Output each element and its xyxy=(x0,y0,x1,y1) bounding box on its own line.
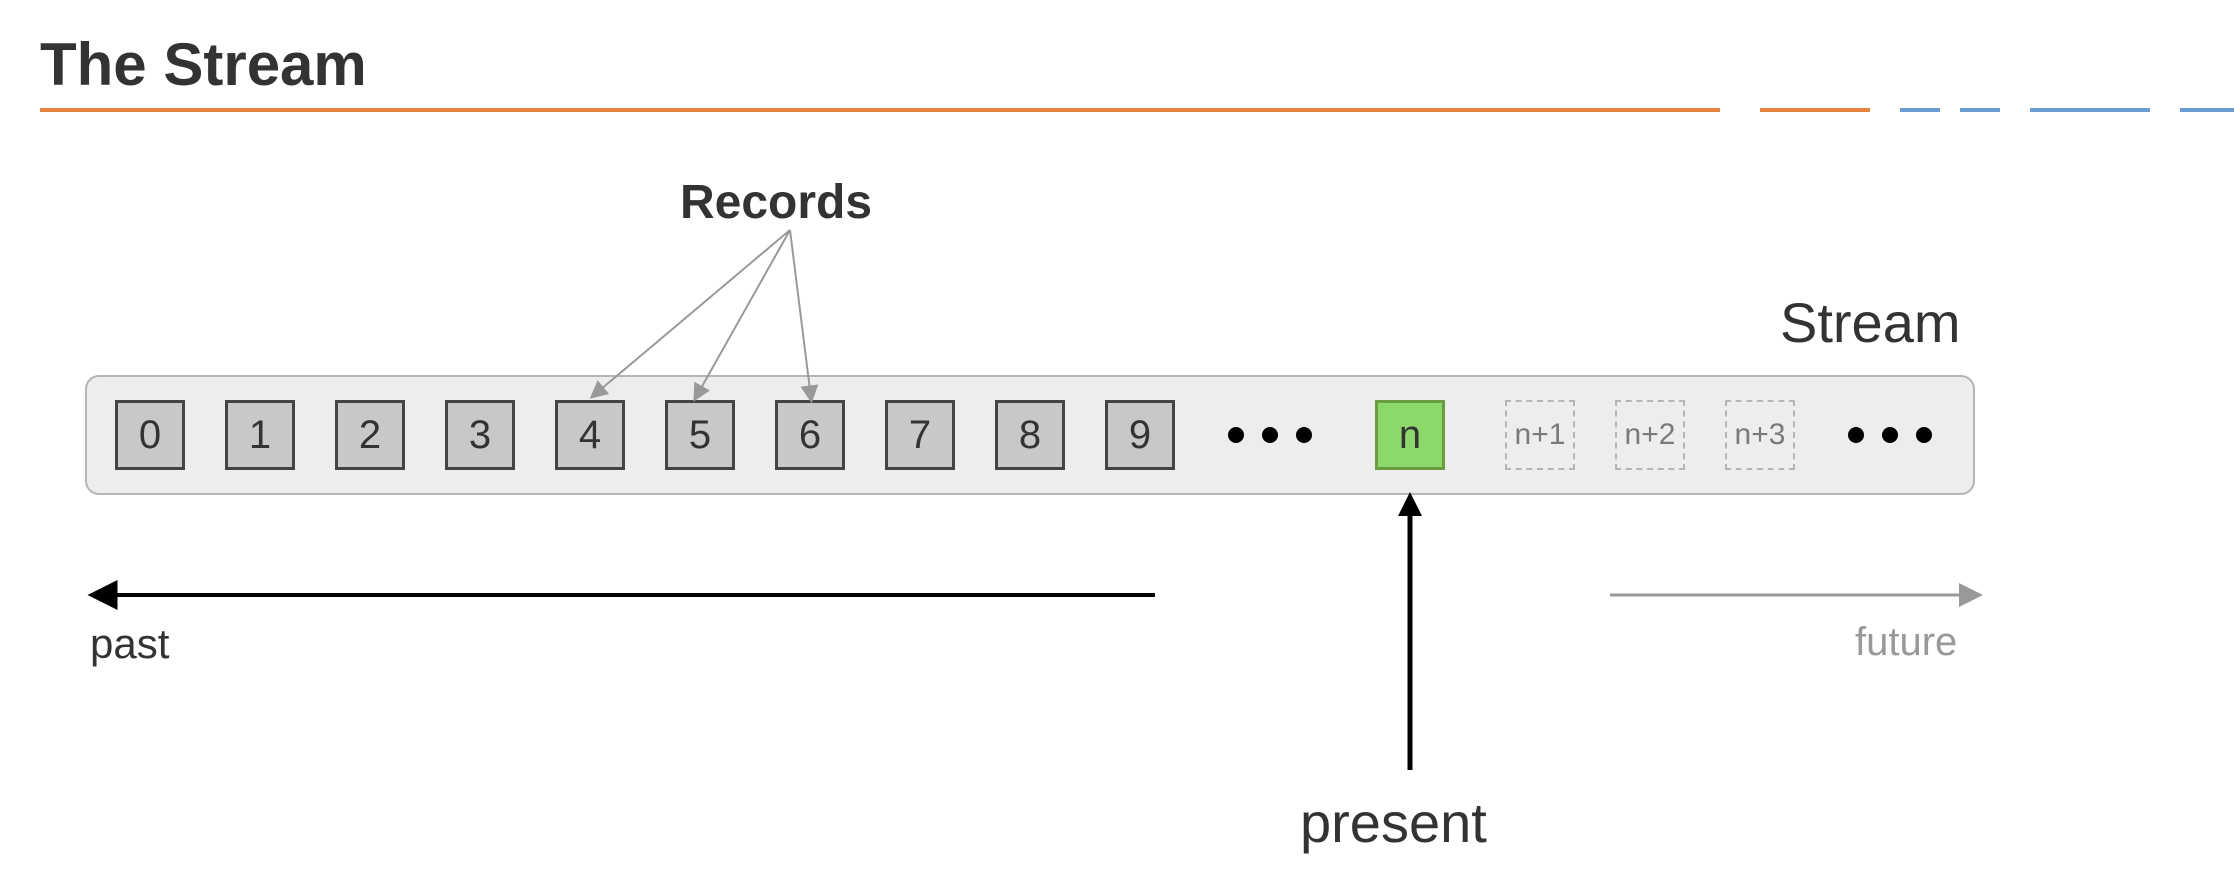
present-label: present xyxy=(1300,790,1487,855)
record-box-label: n+1 xyxy=(1515,418,1566,452)
title-rule-segment xyxy=(2030,108,2150,112)
past-label: past xyxy=(90,620,169,668)
record-box-present: n xyxy=(1375,400,1445,470)
record-box-label: 7 xyxy=(909,413,931,458)
record-box-past: 1 xyxy=(225,400,295,470)
record-box-past: 3 xyxy=(445,400,515,470)
ellipsis-dot xyxy=(1882,427,1898,443)
ellipsis-dot xyxy=(1848,427,1864,443)
stream-label: Stream xyxy=(1780,290,1961,355)
record-box-label: 9 xyxy=(1129,413,1151,458)
record-box-past: 0 xyxy=(115,400,185,470)
record-box-past: 7 xyxy=(885,400,955,470)
record-box-past: 4 xyxy=(555,400,625,470)
record-box-label: 1 xyxy=(249,413,271,458)
record-box-past: 6 xyxy=(775,400,845,470)
ellipsis-dot xyxy=(1228,427,1244,443)
title-rule-segment xyxy=(2180,108,2234,112)
record-box-label: 5 xyxy=(689,413,711,458)
record-box-past: 8 xyxy=(995,400,1065,470)
record-box-label: 6 xyxy=(799,413,821,458)
record-box-label: 8 xyxy=(1019,413,1041,458)
record-box-past: 9 xyxy=(1105,400,1175,470)
title-rule-segment xyxy=(1960,108,2000,112)
ellipsis-dot xyxy=(1262,427,1278,443)
record-box-label: 3 xyxy=(469,413,491,458)
records-pointer-arrow xyxy=(700,230,790,390)
title-rule-segment xyxy=(1900,108,1940,112)
slide-title: The Stream xyxy=(40,30,367,99)
records-pointer-arrow xyxy=(600,230,790,390)
record-box-future: n+2 xyxy=(1615,400,1685,470)
record-box-past: 5 xyxy=(665,400,735,470)
record-box-label: n+3 xyxy=(1735,418,1786,452)
record-box-future: n+1 xyxy=(1505,400,1575,470)
ellipsis-dot xyxy=(1916,427,1932,443)
record-box-future: n+3 xyxy=(1725,400,1795,470)
ellipsis-dot xyxy=(1296,427,1312,443)
records-pointer-arrow xyxy=(790,230,810,390)
title-rule-segment xyxy=(1760,108,1870,112)
record-box-label: 4 xyxy=(579,413,601,458)
record-box-label: 0 xyxy=(139,413,161,458)
record-box-past: 2 xyxy=(335,400,405,470)
records-label: Records xyxy=(680,175,872,230)
record-box-label: 2 xyxy=(359,413,381,458)
record-box-label: n+2 xyxy=(1625,418,1676,452)
future-label: future xyxy=(1855,620,1957,665)
record-box-label: n xyxy=(1399,413,1421,458)
title-rule-main xyxy=(40,108,1720,112)
